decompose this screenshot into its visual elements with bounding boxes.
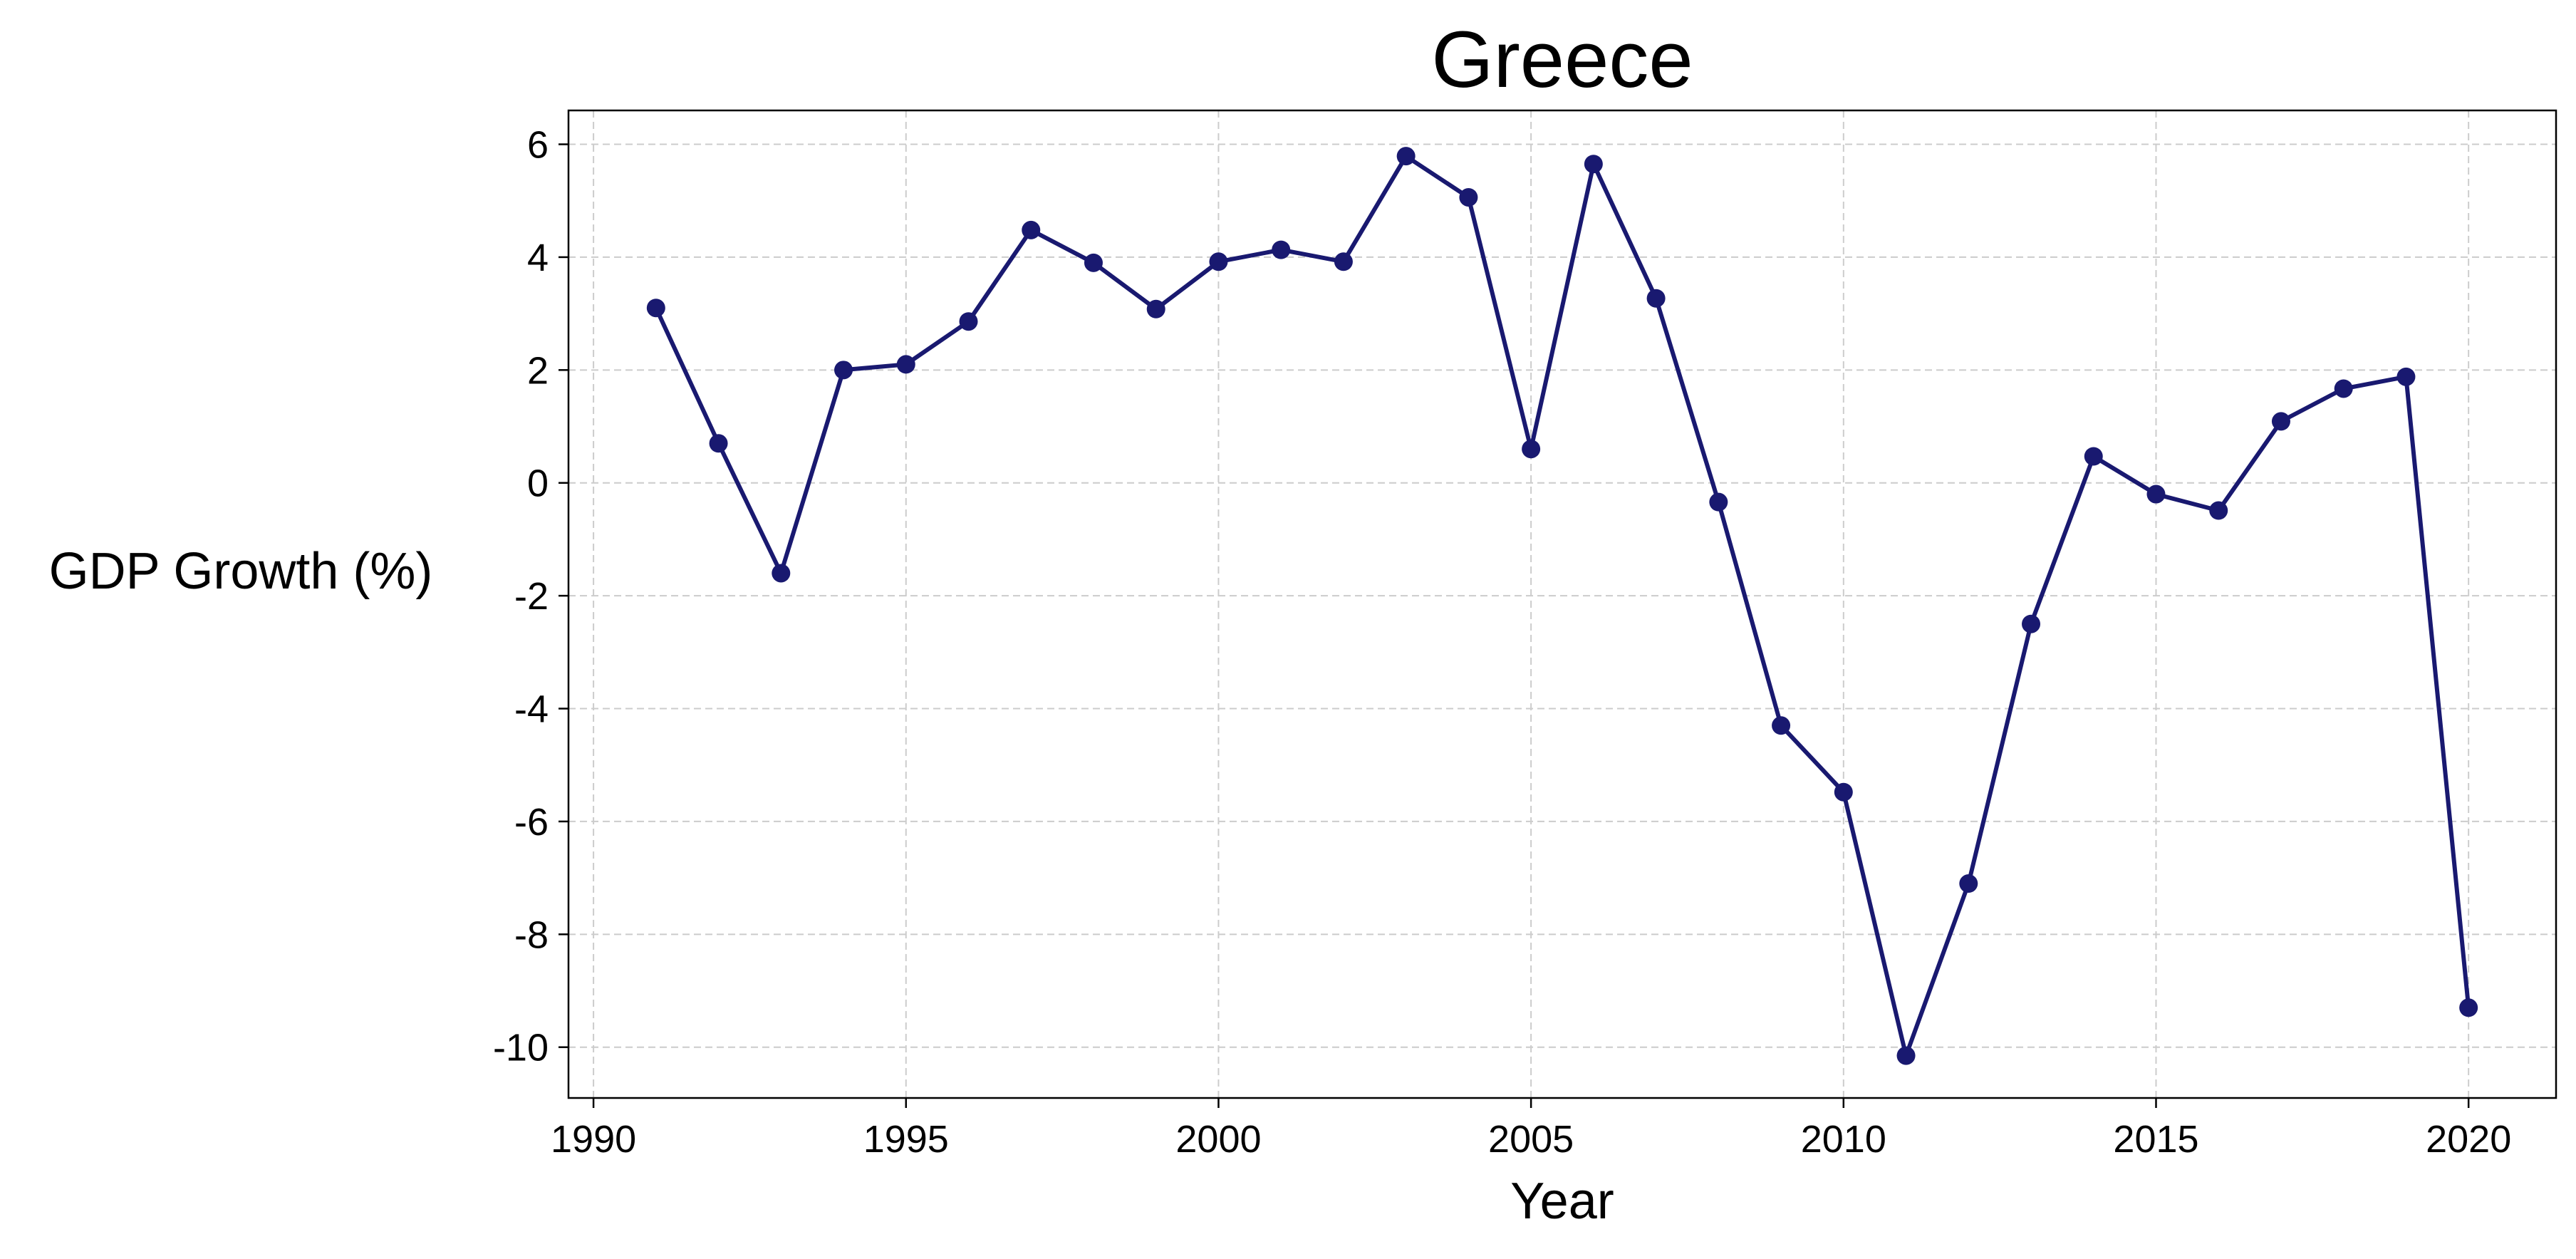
data-point [2334,379,2353,398]
grid-lines [568,110,2556,1098]
y-tick-label: 2 [527,349,549,392]
y-axis-label: GDP Growth (%) [49,543,433,600]
data-point [2396,367,2416,386]
data-point [1709,492,1728,512]
data-point [1084,253,1103,272]
data-point [2209,501,2228,520]
data-point [1459,187,1478,207]
y-tick-label: -8 [514,913,549,956]
data-point [1209,252,1228,271]
x-tick-label: 2020 [2426,1118,2511,1161]
y-tick-label: -10 [493,1027,549,1069]
data-point [2459,998,2478,1017]
data-point [1022,220,1041,239]
y-tick-label: 4 [527,237,549,279]
data-point [2146,485,2166,504]
data-point [2022,614,2041,633]
data-point [646,299,665,318]
y-tick-label: 0 [527,462,549,505]
data-point [772,564,791,583]
x-tick-label: 2015 [2113,1118,2198,1161]
y-tick-label: -6 [514,801,549,844]
data-point [896,355,915,374]
data-point [1396,147,1416,166]
data-point [1522,440,1541,459]
series-layer [646,147,2478,1065]
data-point [2084,447,2103,466]
data-point [1772,716,1791,735]
x-tick-label: 1995 [863,1118,949,1161]
data-point [1334,252,1353,271]
data-point [1272,240,1291,259]
y-tick-label: -4 [514,688,549,731]
x-tick-label: 2005 [1488,1118,1574,1161]
plot-area-frame [567,109,2557,1099]
series-line [654,154,2471,1058]
data-point [1146,299,1165,318]
data-point [709,434,728,453]
data-point [1896,1046,1916,1065]
data-point [2271,412,2290,431]
axis-ticks: 1990 1995 2000 2005 2010 2015 2020 -10 -8 -6 -4 -2 0… [493,124,2511,1161]
chart-title: Greece [1431,15,1693,104]
y-tick-label: 6 [527,124,549,167]
x-axis-label: Year [1510,1173,1614,1230]
data-point [1646,289,1666,308]
x-tick-label: 2000 [1175,1118,1261,1161]
data-point [834,361,853,380]
data-point [1834,782,1853,802]
x-tick-label: 2010 [1801,1118,1886,1161]
data-point [959,312,978,331]
y-tick-label: -2 [514,575,549,618]
data-point [1584,155,1603,174]
data-point [1959,874,1978,893]
x-tick-label: 1990 [551,1118,636,1161]
